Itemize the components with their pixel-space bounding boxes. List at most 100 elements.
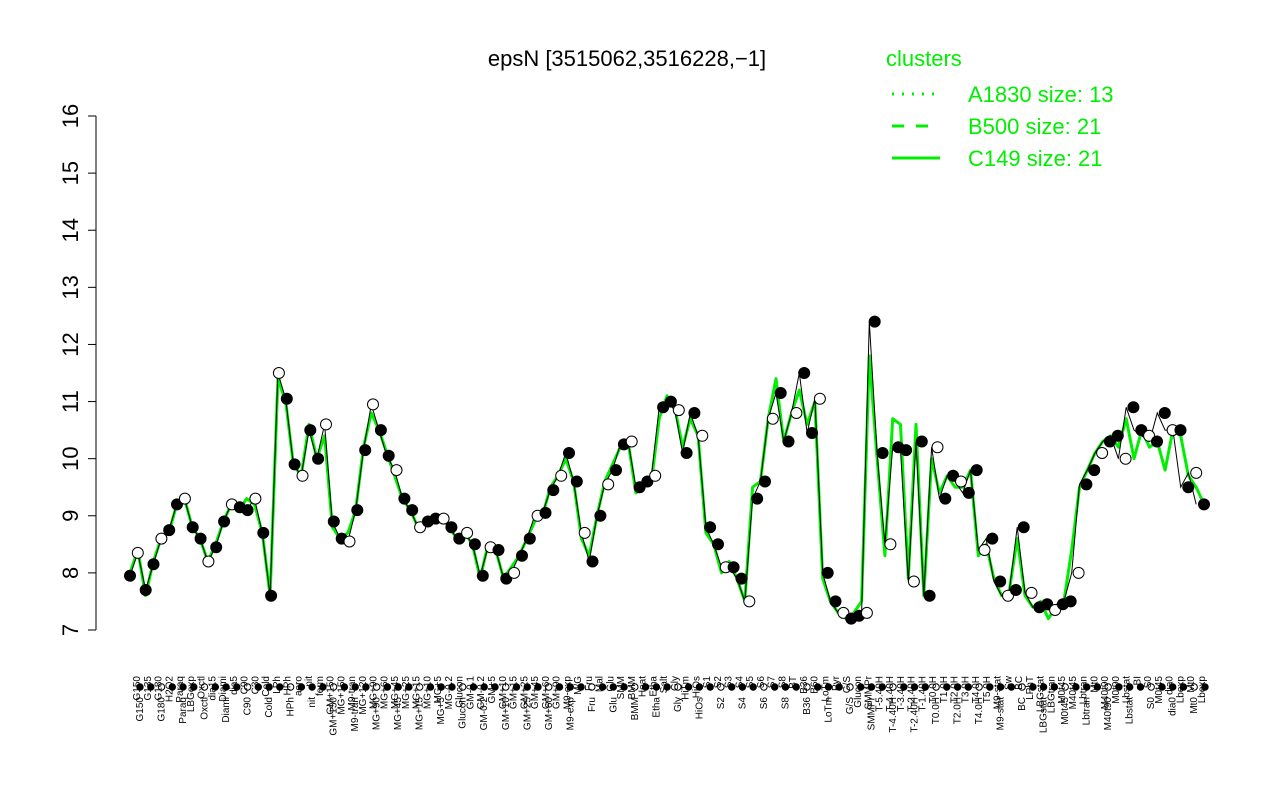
x-rug-point: [340, 683, 349, 691]
x-tick-label: LoTm: [821, 676, 832, 702]
data-point: [1119, 452, 1132, 465]
x-rug-point: [943, 683, 951, 691]
x-tick-label-lower: Lbtran: [1082, 697, 1093, 725]
x-tick-label-lower: T2.0H: [953, 697, 964, 724]
data-point: [508, 566, 521, 579]
data-point: [406, 504, 419, 517]
x-tick-label-lower: T-4.40H: [888, 697, 899, 733]
x-tick-label-lower: M40t90: [1103, 697, 1114, 731]
x-tick-label: aero: [293, 676, 304, 696]
data-point: [986, 532, 999, 545]
x-rug-point: [1136, 683, 1145, 691]
x-tick-label: S0: [1143, 676, 1154, 689]
x-rug-point: [1039, 683, 1048, 691]
x-tick-label-lower: dia0: [1168, 697, 1179, 716]
x-rug-point: [211, 683, 220, 691]
x-rug-point: [814, 683, 822, 691]
data-point: [398, 492, 411, 505]
x-tick-label: Glu: [605, 676, 616, 692]
data-point: [860, 606, 873, 619]
x-tick-label-lower: S6: [759, 697, 770, 710]
x-tick-label: LPhT: [1025, 676, 1036, 700]
x-rug-point: [1115, 683, 1123, 691]
y-tick-label: 14: [58, 218, 83, 242]
x-rug-point: [781, 683, 790, 691]
data-point: [868, 315, 881, 328]
x-rug-point: [147, 683, 155, 691]
x-tick-label-lower: S4: [737, 697, 748, 710]
x-tick-label: T-1.40H: [917, 676, 928, 712]
data-point: [288, 458, 301, 471]
data-point: [1009, 584, 1022, 596]
x-tick-label-lower: Gly: [673, 697, 684, 712]
x-rug-point: [243, 683, 252, 691]
data-point: [962, 486, 975, 499]
x-rug-point: [792, 683, 800, 691]
x-tick-label: T-5.40H: [874, 676, 885, 712]
data-point: [1151, 435, 1163, 448]
x-tick-label: S8: [778, 676, 789, 689]
x-rug-point: [265, 683, 273, 691]
x-rug-point: [416, 683, 424, 691]
points-layer: [124, 315, 1210, 625]
y-tick-label: 13: [58, 275, 83, 299]
x-rug-point: [1007, 683, 1016, 691]
x-rug-point: [437, 683, 445, 691]
x-tick-label-lower: Cold: [264, 697, 275, 718]
x-tick-label-lower: C90: [243, 697, 254, 716]
data-point: [782, 435, 795, 448]
data-point: [688, 407, 701, 419]
data-point: [547, 484, 560, 497]
x-tick-label: MG+150: [336, 676, 347, 715]
x-tick-label: G150: [132, 676, 143, 701]
x-tick-label: GM+60: [541, 676, 552, 710]
y-axis: 7 8 9 10 11 12 13 14 15 16: [58, 104, 97, 636]
x-tick-label: M9-tran: [347, 676, 358, 710]
data-point: [163, 524, 176, 537]
x-tick-label: S6: [756, 676, 767, 689]
x-rug-point: [383, 683, 392, 691]
data-point: [1088, 464, 1101, 477]
data-point: [1072, 566, 1085, 579]
x-tick-label: SMMPr: [864, 675, 875, 709]
x-tick-label-lower: Paraq: [178, 697, 189, 724]
data-point: [798, 367, 811, 379]
x-tick-label: M0t90: [1111, 676, 1122, 704]
x-rug-point: [394, 683, 402, 691]
data-point: [523, 532, 536, 545]
x-tick-label: nit: [304, 676, 315, 687]
data-point: [821, 566, 834, 579]
x-rug-point: [1147, 683, 1155, 691]
x-tick-label: GM-0.2: [476, 676, 487, 710]
x-rug-point: [620, 683, 628, 691]
data-point: [241, 504, 254, 517]
x-rug-point: [426, 683, 435, 691]
data-point: [139, 584, 152, 596]
data-point: [790, 407, 803, 419]
x-tick-label: MG+120: [358, 676, 369, 715]
x-rug-point: [1072, 683, 1080, 691]
x-rug-point: [835, 683, 843, 691]
y-tick-label: 16: [58, 104, 83, 128]
data-point: [970, 464, 983, 477]
data-point: [743, 595, 756, 608]
x-rug-point: [297, 683, 306, 691]
x-rug-point: [555, 683, 564, 691]
x-tick-label-lower: T0.0H: [931, 697, 942, 724]
y-tick-label: 11: [58, 390, 83, 413]
x-tick-label-lower: T4.0H: [974, 697, 985, 724]
x-tick-label: Pyr: [831, 675, 842, 691]
x-tick-label-lower: M9-exp: [565, 697, 576, 731]
x-rug-point: [329, 683, 338, 691]
x-tick-label-lower: SMMPr: [867, 696, 878, 730]
x-rug-point: [276, 683, 284, 691]
x-rug-point: [1169, 683, 1177, 691]
y-tick-label: 7: [58, 624, 83, 636]
data-point: [468, 538, 481, 551]
x-tick-label: Mal: [595, 676, 606, 692]
x-tick-label: MG+60: [379, 676, 390, 710]
data-point: [625, 435, 638, 448]
x-rug-point: [351, 683, 359, 691]
data-point: [304, 424, 317, 437]
x-rug-point: [545, 683, 553, 691]
